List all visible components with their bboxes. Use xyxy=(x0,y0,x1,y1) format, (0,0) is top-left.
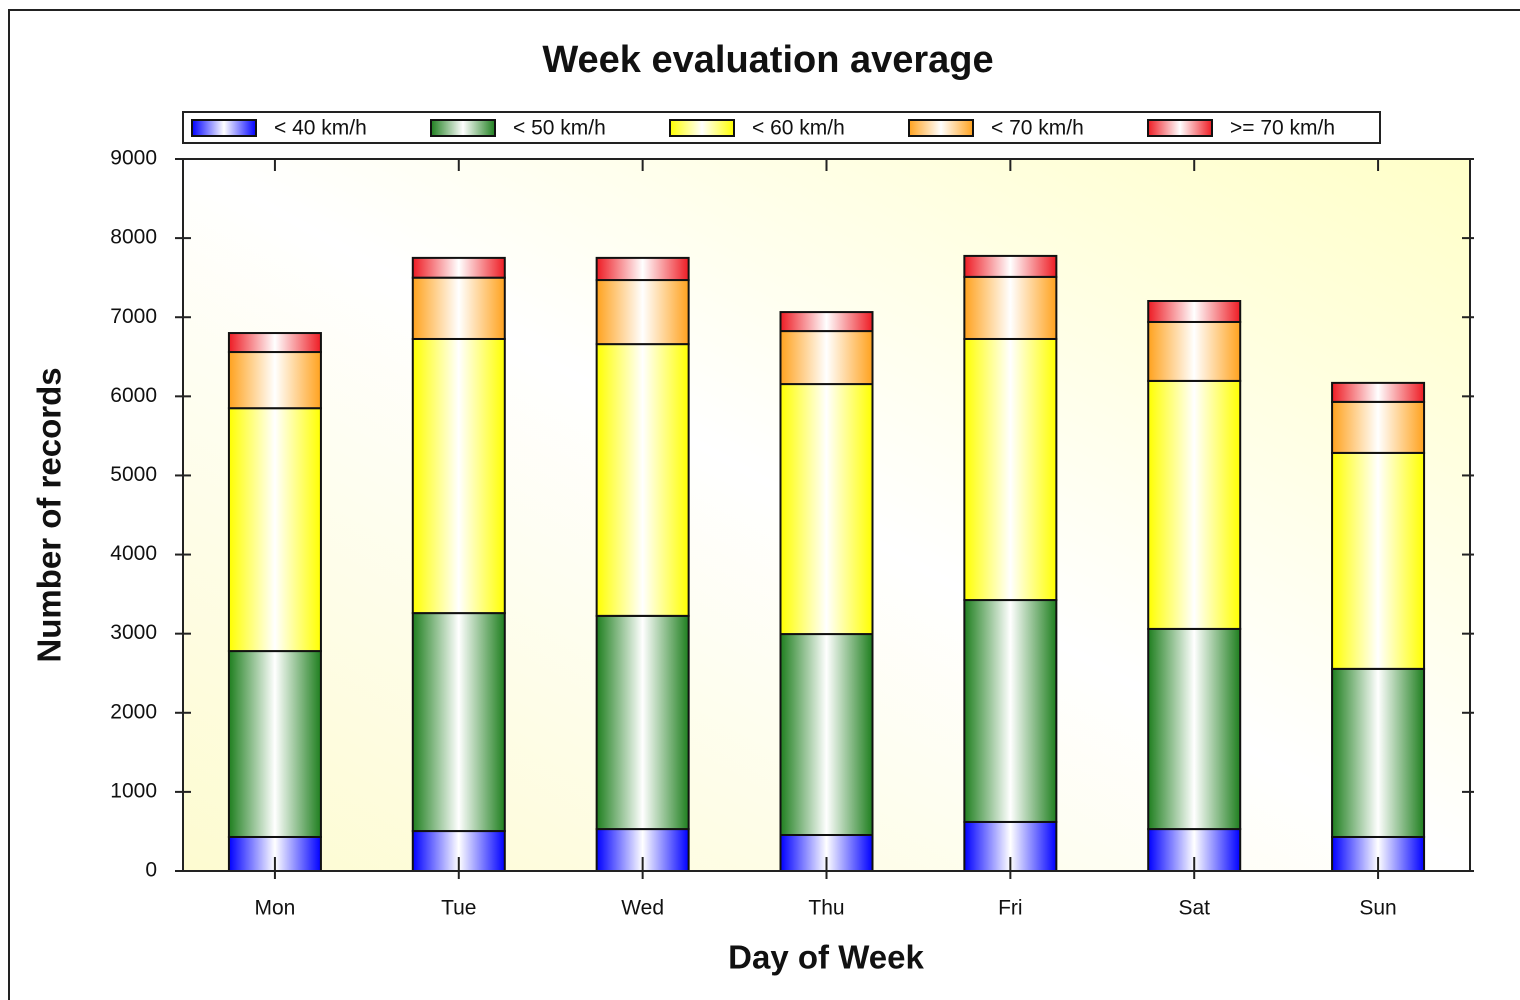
bar-segment xyxy=(227,351,322,410)
bar-segment xyxy=(1331,451,1426,670)
bar-segment xyxy=(1147,627,1242,831)
x-axis-label: Day of Week xyxy=(728,939,924,976)
x-tick-label: Sat xyxy=(1178,897,1210,920)
x-tick-label: Thu xyxy=(808,897,844,920)
y-tick-label: 8000 xyxy=(110,226,157,249)
legend-swatch xyxy=(669,119,735,137)
bar-segment xyxy=(595,279,690,346)
chart-title: Week evaluation average xyxy=(542,39,993,81)
bar-segment xyxy=(1147,320,1242,382)
legend-label: >= 70 km/h xyxy=(1230,117,1335,140)
legend-label: < 40 km/h xyxy=(274,117,367,140)
y-tick-label: 7000 xyxy=(110,305,157,328)
legend-label: < 60 km/h xyxy=(752,117,845,140)
y-tick-label: 3000 xyxy=(110,621,157,644)
bar-segment xyxy=(411,337,506,615)
legend-swatch xyxy=(1147,119,1213,137)
y-tick-label: 9000 xyxy=(110,147,157,170)
y-axis-label: Number of records xyxy=(31,367,68,662)
bar-segment xyxy=(227,407,322,653)
bar-segment xyxy=(227,650,322,838)
y-tick-label: 4000 xyxy=(110,542,157,565)
x-tick-label: Mon xyxy=(254,897,295,920)
bar-segment xyxy=(595,256,690,282)
bar-segment xyxy=(1331,400,1426,454)
x-tick-label: Wed xyxy=(621,897,664,920)
y-tick-label: 2000 xyxy=(110,700,157,723)
plot-frame xyxy=(182,158,1471,872)
legend-swatch xyxy=(908,119,974,137)
y-tick-label: 0 xyxy=(145,859,157,882)
bar-segment xyxy=(963,275,1058,340)
bar-segment xyxy=(595,614,690,831)
legend-swatch xyxy=(430,119,496,137)
y-tick-label: 1000 xyxy=(110,779,157,802)
bar-segment xyxy=(779,311,874,333)
legend-label: < 70 km/h xyxy=(991,117,1084,140)
x-tick-label: Fri xyxy=(998,897,1023,920)
bar-segment xyxy=(227,332,322,354)
bar-segment xyxy=(1147,300,1242,323)
legend-swatch xyxy=(191,119,257,137)
bar-segment xyxy=(411,276,506,340)
legend-label: < 50 km/h xyxy=(513,117,606,140)
bar-segment xyxy=(779,633,874,837)
x-tick-label: Tue xyxy=(441,897,476,920)
x-tick-label: Sun xyxy=(1359,897,1396,920)
bar-segment xyxy=(1147,379,1242,630)
bar-segment xyxy=(963,599,1058,823)
y-tick-label: 5000 xyxy=(110,463,157,486)
bar-segment xyxy=(595,343,690,617)
bar-segment xyxy=(779,383,874,636)
bar-segment xyxy=(411,612,506,833)
bar-segment xyxy=(1331,667,1426,838)
bar-segment xyxy=(963,254,1058,278)
bar-segment xyxy=(411,256,506,279)
y-tick-label: 6000 xyxy=(110,384,157,407)
bar-segment xyxy=(963,337,1058,602)
bar-segment xyxy=(1331,381,1426,403)
bar-segment xyxy=(779,330,874,386)
